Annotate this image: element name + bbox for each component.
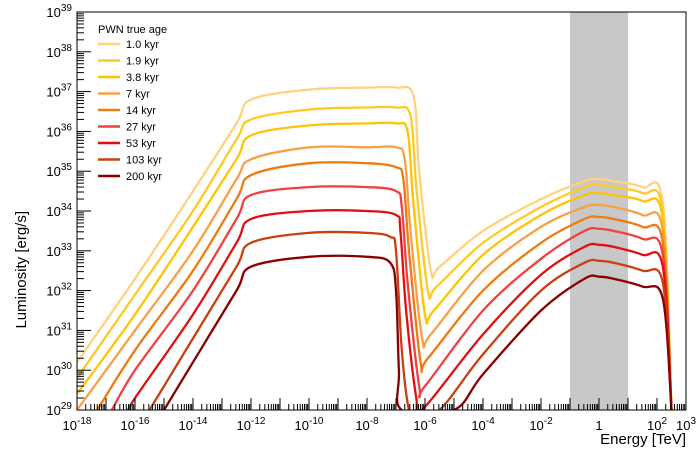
y-tick-label: 1032 [46,282,72,299]
y-tick-label: 1038 [46,43,72,60]
legend-label: 27 kyr [126,122,156,134]
tick-label-layer: 10-18 10-16 10-14 10-12 10-10 10-8 10-6 10-4 10-… [46,3,696,433]
x-tick-label: 10-4 [471,416,495,433]
y-tick-label: 1036 [46,122,72,139]
series-line-7 [127,209,673,410]
series-line-6 [110,185,673,410]
legend-title: PWN true age [98,24,167,36]
legend-label: 103 kyr [126,155,162,167]
x-tick-label: 102 [647,416,667,433]
x-tick-label: 10-2 [529,416,553,433]
series-line-3 [77,121,673,410]
legend-label: 1.9 kyr [126,56,159,68]
legend-label: 53 kyr [126,138,156,150]
x-tick-label: 10-12 [237,416,266,433]
legend-label: 7 kyr [126,89,150,101]
shaded-band [570,12,628,410]
series-layer [77,85,673,410]
series-line-5 [96,161,673,410]
y-axis-title: Luminosity [erg/s] [13,211,30,329]
x-tick-label: 10-8 [355,416,379,433]
series-line-8 [148,230,673,410]
series-line-1 [77,85,673,410]
y-tick-label: 1035 [46,162,72,179]
series-line-4 [77,145,673,410]
legend: PWN true age 1.0 kyr 1.9 kyr 3.8 kyr 7 kyr 1… [98,24,167,183]
x-tick-label: 10-6 [413,416,437,433]
y-tick-label: 1033 [46,242,72,259]
x-tick-label: 10-10 [295,416,324,433]
x-tick-label: 10-16 [121,416,150,433]
legend-label: 14 kyr [126,105,156,117]
y-tick-label: 1030 [46,361,72,378]
y-tick-label: 1039 [46,3,72,20]
x-tick-label: 1 [595,418,602,433]
legend-label: 200 kyr [126,171,162,183]
y-tick-label: 1037 [46,83,72,100]
y-tick-label: 1034 [46,202,72,219]
series-line-9 [163,254,673,410]
legend-label: 1.0 kyr [126,39,159,51]
x-tick-label: 10-18 [63,416,92,433]
shaded-band-layer [570,12,628,410]
x-axis-title: Energy [TeV] [600,431,686,448]
tick-layer [76,13,687,411]
legend-label: 3.8 kyr [126,72,159,84]
y-tick-label: 1029 [46,401,72,418]
x-tick-label: 103 [676,416,696,433]
series-line-2 [77,105,673,410]
y-tick-label: 1031 [46,321,72,338]
x-tick-label: 10-14 [179,416,208,433]
